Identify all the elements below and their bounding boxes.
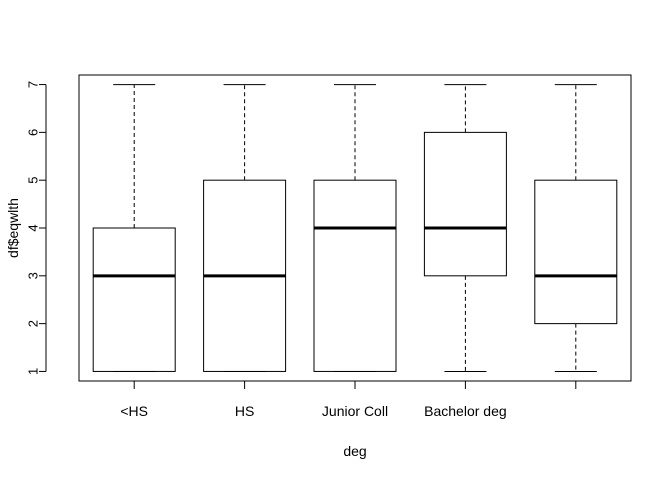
y-tick-label: 1 bbox=[25, 368, 40, 375]
box-4 bbox=[423, 84, 507, 372]
y-tick-label: 6 bbox=[25, 129, 40, 136]
x-tick-label: <HS bbox=[120, 403, 148, 419]
y-tick-label: 4 bbox=[25, 224, 40, 231]
box-iqr bbox=[534, 179, 618, 325]
y-tick-label: 3 bbox=[25, 272, 40, 279]
x-axis-label: deg bbox=[343, 443, 366, 459]
y-axis: 1 2 3 4 5 6 7 bbox=[25, 81, 47, 375]
x-tick-label: HS bbox=[235, 403, 254, 419]
y-tick-label: 5 bbox=[25, 177, 40, 184]
y-axis-label: df$eqwlth bbox=[5, 198, 21, 258]
x-axis: <HS HS Junior Coll Bachelor deg bbox=[120, 380, 577, 419]
box-2 bbox=[203, 84, 287, 372]
box-iqr bbox=[92, 227, 176, 372]
y-tick-label: 7 bbox=[25, 81, 40, 88]
box-5 bbox=[534, 84, 618, 372]
y-tick-label: 2 bbox=[25, 320, 40, 327]
box-3 bbox=[313, 84, 397, 372]
x-tick-label: Junior Coll bbox=[322, 403, 388, 419]
box-iqr bbox=[313, 179, 397, 372]
box-1 bbox=[92, 84, 176, 372]
x-tick-label: Bachelor deg bbox=[424, 403, 507, 419]
boxes bbox=[92, 84, 618, 372]
box-iqr bbox=[423, 131, 507, 277]
